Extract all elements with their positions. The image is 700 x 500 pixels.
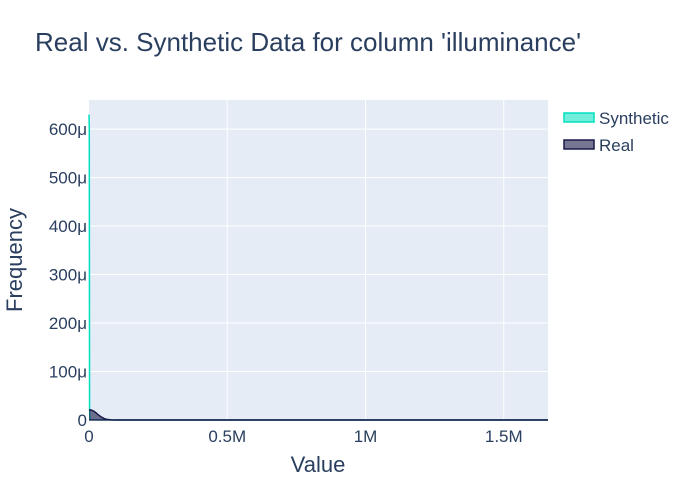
legend-swatch [563,112,595,123]
legend-swatch [563,139,595,150]
legend[interactable]: Synthetic Real [563,109,669,155]
legend-label: Synthetic [599,109,669,128]
x-tick-label: 1.5M [485,427,523,446]
y-tick-label: 100μ [49,363,87,382]
x-tick-label: 0.5M [208,427,246,446]
legend-item-synthetic[interactable]: Synthetic [563,109,669,128]
legend-label: Real [599,136,634,155]
x-axis-title: Value [291,452,346,477]
y-tick-label: 200μ [49,314,87,333]
y-tick-label: 600μ [49,120,87,139]
y-tick-label: 300μ [49,266,87,285]
chart-title: Real vs. Synthetic Data for column 'illu… [35,27,581,57]
legend-item-real[interactable]: Real [563,136,634,155]
x-tick-label: 1M [354,427,378,446]
y-tick-label: 500μ [49,169,87,188]
axes: 0 100μ 200μ 300μ 400μ 500μ 600μ 0 0.5M 1M 1.5M [49,120,548,446]
y-axis-title: Frequency [2,208,27,312]
plot-area [89,100,548,420]
y-tick-label: 0 [78,411,87,430]
x-tick-label: 0 [84,427,93,446]
y-tick-label: 400μ [49,217,87,236]
grid-lines [89,100,548,420]
